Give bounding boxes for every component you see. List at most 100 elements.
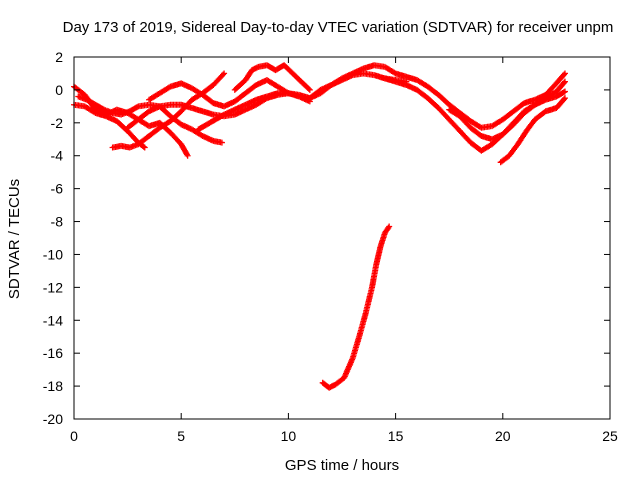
data-point	[212, 116, 219, 123]
data-point	[113, 118, 120, 125]
data-point	[369, 284, 376, 291]
data-point	[328, 81, 335, 88]
data-point	[167, 118, 174, 125]
data-point	[203, 121, 210, 128]
data-point	[349, 70, 356, 77]
data-point	[221, 70, 228, 77]
data-point	[188, 126, 195, 133]
data-point	[521, 100, 528, 107]
data-point	[248, 67, 255, 74]
data-point	[135, 141, 142, 148]
y-tick-label: -18	[43, 378, 63, 394]
data-point	[561, 88, 568, 95]
data-point	[124, 124, 131, 131]
y-tick-label: -10	[43, 246, 63, 262]
data-point	[274, 90, 281, 97]
data-point	[523, 128, 530, 135]
data-point	[381, 75, 388, 82]
data-point	[506, 152, 513, 159]
data-point	[424, 95, 431, 102]
data-point	[306, 95, 313, 102]
data-point	[274, 83, 281, 90]
data-point	[263, 77, 270, 84]
data-point	[424, 83, 431, 90]
series-markers	[320, 224, 392, 391]
data-point	[178, 101, 185, 108]
data-point	[553, 105, 560, 112]
data-point	[467, 118, 474, 125]
data-point	[414, 77, 421, 84]
data-point	[281, 62, 288, 69]
data-point	[514, 141, 521, 148]
data-point	[561, 78, 568, 85]
series-arc-12	[497, 95, 568, 166]
data-point	[167, 101, 174, 108]
data-point	[178, 121, 185, 128]
data-point	[253, 96, 260, 103]
data-point	[199, 108, 206, 115]
data-point	[326, 384, 333, 391]
series-markers	[308, 62, 567, 131]
data-point	[497, 159, 504, 166]
x-tick-label: 5	[177, 428, 185, 444]
data-point	[373, 261, 380, 268]
data-point	[210, 81, 217, 88]
data-point	[362, 310, 369, 317]
series-markers	[447, 79, 567, 142]
data-point	[446, 106, 453, 113]
data-point	[356, 333, 363, 340]
data-point	[403, 81, 410, 88]
data-point	[81, 91, 88, 98]
data-point	[167, 129, 174, 136]
series-arc-8	[231, 62, 313, 93]
data-point	[478, 147, 485, 154]
data-point	[178, 80, 185, 87]
data-point	[381, 230, 388, 237]
y-tick-label: 2	[55, 49, 63, 65]
x-axis-title: GPS time / hours	[285, 457, 399, 474]
chart-title: Day 173 of 2019, Sidereal Day-to-day VTE…	[63, 19, 614, 36]
data-point	[103, 113, 110, 120]
data-point	[195, 126, 202, 133]
y-tick-label: -8	[51, 214, 64, 230]
data-point	[478, 132, 485, 139]
data-point	[456, 113, 463, 120]
data-point	[231, 106, 238, 113]
data-point	[210, 100, 217, 107]
x-axis: 0 5 10 15 20 25	[70, 57, 618, 444]
data-point	[553, 88, 560, 95]
data-point	[83, 96, 90, 103]
data-point	[489, 136, 496, 143]
data-point	[386, 223, 393, 230]
data-point	[156, 90, 163, 97]
y-tick-label: -6	[51, 181, 64, 197]
data-point	[456, 128, 463, 135]
data-point	[109, 144, 116, 151]
data-point	[199, 91, 206, 98]
data-point	[289, 70, 296, 77]
data-point	[263, 62, 270, 69]
data-point	[561, 95, 568, 102]
x-tick-label: 25	[602, 428, 618, 444]
data-point	[377, 243, 384, 250]
data-point	[242, 101, 249, 108]
data-point	[446, 116, 453, 123]
data-point	[467, 124, 474, 131]
data-point	[231, 86, 238, 93]
data-point	[178, 108, 185, 115]
data-point	[242, 77, 249, 84]
y-tick-label: -2	[51, 115, 64, 131]
plot-frame	[73, 56, 611, 420]
data-point	[263, 93, 270, 100]
data-point	[332, 381, 339, 388]
data-point	[210, 137, 217, 144]
data-point	[298, 78, 305, 85]
data-point	[126, 108, 133, 115]
data-point	[188, 105, 195, 112]
data-point	[253, 81, 260, 88]
data-point	[435, 105, 442, 112]
data-point	[167, 83, 174, 90]
x-tick-label: 20	[495, 428, 511, 444]
data-point	[317, 86, 324, 93]
